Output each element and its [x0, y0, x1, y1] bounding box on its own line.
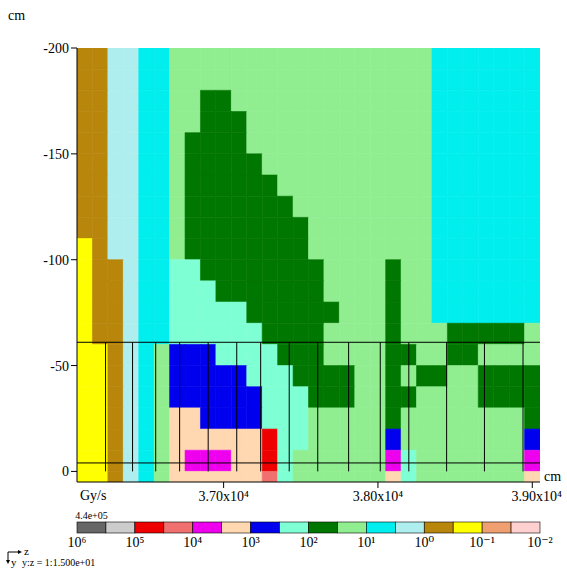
svg-text:10²: 10² — [299, 535, 317, 550]
svg-text:y:z = 1:1.500e+01: y:z = 1:1.500e+01 — [22, 557, 95, 568]
svg-text:Gy/s: Gy/s — [80, 488, 106, 503]
svg-text:-200: -200 — [43, 41, 69, 56]
svg-text:cm: cm — [8, 8, 25, 23]
svg-text:3.70x10⁴: 3.70x10⁴ — [198, 489, 249, 504]
svg-text:0: 0 — [62, 464, 69, 479]
svg-text:10⁻²: 10⁻² — [527, 535, 553, 550]
svg-text:10⁻¹: 10⁻¹ — [469, 535, 495, 550]
svg-text:-150: -150 — [43, 147, 69, 162]
svg-text:cm: cm — [544, 469, 561, 484]
svg-text:10⁶: 10⁶ — [68, 535, 87, 550]
svg-text:10³: 10³ — [242, 535, 260, 550]
svg-text:3.90x10⁴: 3.90x10⁴ — [512, 489, 563, 504]
svg-text:z: z — [24, 545, 29, 557]
svg-text:4.4e+05: 4.4e+05 — [75, 510, 108, 521]
svg-text:-100: -100 — [43, 253, 69, 268]
svg-text:3.80x10⁴: 3.80x10⁴ — [353, 489, 404, 504]
svg-text:10⁴: 10⁴ — [183, 535, 202, 550]
svg-text:10⁰: 10⁰ — [414, 535, 434, 550]
svg-text:y: y — [11, 556, 17, 568]
svg-text:10⁵: 10⁵ — [125, 535, 144, 550]
svg-text:-50: -50 — [50, 359, 69, 374]
svg-text:10¹: 10¹ — [357, 535, 375, 550]
